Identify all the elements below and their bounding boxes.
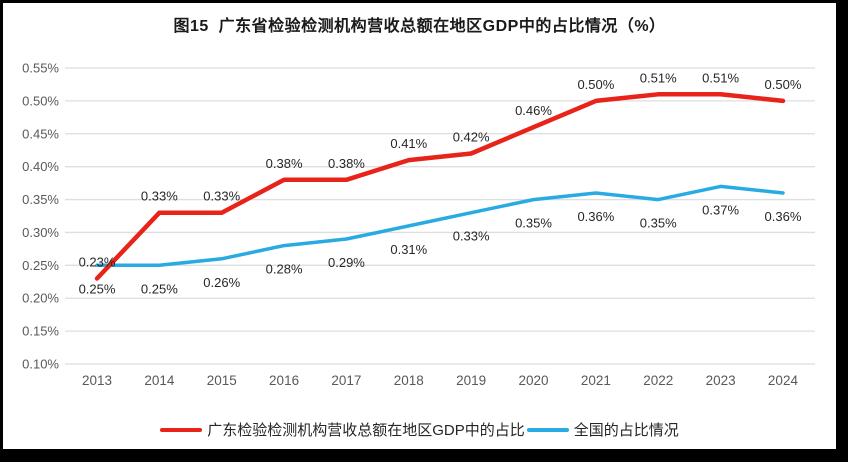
data-label: 0.51% <box>640 70 677 85</box>
data-label: 0.51% <box>702 70 739 85</box>
x-tick-label: 2023 <box>706 373 736 388</box>
legend-label-national: 全国的占比情况 <box>573 422 679 439</box>
data-label: 0.28% <box>266 262 303 277</box>
data-label: 0.35% <box>515 216 552 231</box>
data-label: 0.37% <box>702 202 739 217</box>
legend-line-swatch-guangdong <box>160 427 203 432</box>
data-label: 0.33% <box>141 189 178 204</box>
data-label: 0.50% <box>577 77 614 92</box>
y-tick-label: 0.20% <box>22 291 59 306</box>
data-label: 0.23% <box>79 254 116 269</box>
data-label: 0.38% <box>266 156 303 171</box>
data-label: 0.31% <box>390 242 427 257</box>
data-label: 0.35% <box>640 216 677 231</box>
y-tick-label: 0.10% <box>22 357 59 372</box>
data-label: 0.38% <box>328 156 365 171</box>
legend-label-guangdong: 广东检验检测机构营收总额在地区GDP中的占比 <box>207 422 525 439</box>
y-tick-label: 0.55% <box>22 61 59 76</box>
x-tick-label: 2022 <box>643 373 673 388</box>
series-line-guangdong <box>94 92 786 281</box>
y-tick-label: 0.30% <box>22 225 59 240</box>
chart-legend: 广东检验检测机构营收总额在地区GDP中的占比 全国的占比情况 <box>3 419 836 440</box>
y-tick-label: 0.45% <box>22 126 59 141</box>
y-tick-label: 0.40% <box>22 159 59 174</box>
x-tick-label: 2017 <box>331 373 361 388</box>
legend-item-national: 全国的占比情况 <box>526 419 679 440</box>
y-tick-label: 0.15% <box>22 324 59 339</box>
x-tick-label: 2021 <box>581 373 611 388</box>
x-tick-label: 2016 <box>269 373 299 388</box>
series-line-national <box>95 184 785 268</box>
x-tick-label: 2019 <box>456 373 486 388</box>
data-label: 0.25% <box>141 281 178 296</box>
x-tick-label: 2013 <box>82 373 112 388</box>
y-tick-label: 0.25% <box>22 258 59 273</box>
x-tick-label: 2015 <box>207 373 237 388</box>
legend-line-swatch-national <box>526 427 569 432</box>
x-tick-label: 2014 <box>144 373 175 388</box>
data-label: 0.26% <box>203 275 240 290</box>
legend-item-guangdong: 广东检验检测机构营收总额在地区GDP中的占比 <box>160 419 525 440</box>
data-label: 0.36% <box>765 209 802 224</box>
y-tick-label: 0.35% <box>22 192 59 207</box>
data-label: 0.25% <box>79 281 116 296</box>
y-tick-label: 0.50% <box>22 93 59 108</box>
data-label: 0.33% <box>453 229 490 244</box>
data-label: 0.36% <box>577 209 614 224</box>
data-label: 0.33% <box>203 189 240 204</box>
data-label: 0.29% <box>328 255 365 270</box>
x-tick-label: 2018 <box>394 373 424 388</box>
data-label: 0.42% <box>453 130 490 145</box>
x-tick-label: 2020 <box>518 373 548 388</box>
x-tick-label: 2024 <box>768 373 799 388</box>
data-label: 0.50% <box>765 77 802 92</box>
chart-plot-area: 0.55% 0.50% 0.45% 0.40% 0.35% 0.30% 0.25% 0.20%… <box>22 61 815 388</box>
chart-title: 图15 广东省检验检测机构营收总额在地区GDP中的占比情况（%） <box>173 18 666 35</box>
data-label: 0.46% <box>515 103 552 118</box>
data-label: 0.41% <box>390 136 427 151</box>
